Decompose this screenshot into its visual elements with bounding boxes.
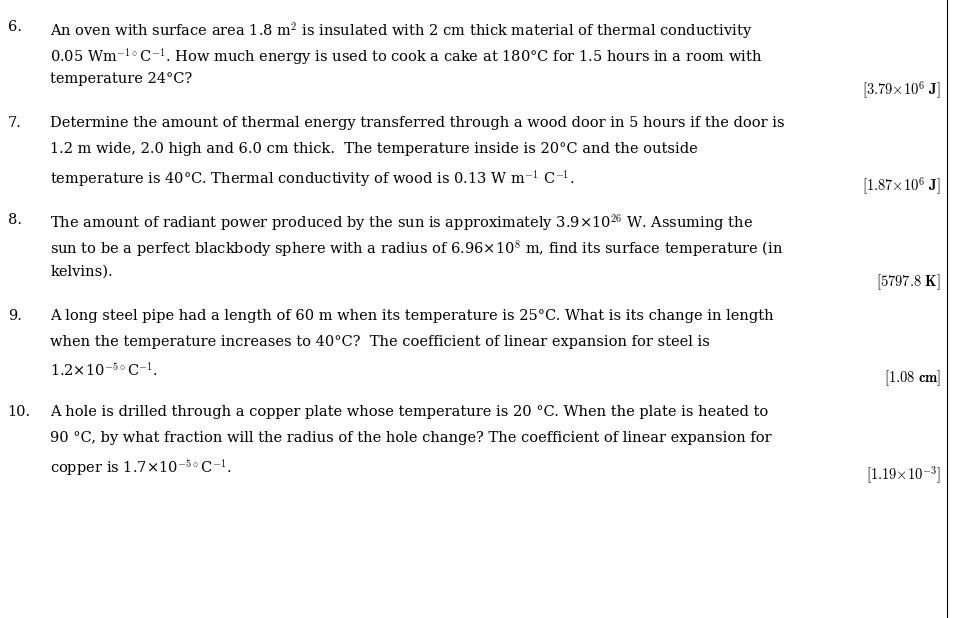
Text: $\mathbf{[1.19{\times}10^{-3}]}$: $\mathbf{[1.19{\times}10^{-3}]}$: [866, 465, 941, 486]
Text: temperature is 40°C. Thermal conductivity of wood is 0.13 W m$^{-1}$ C$^{-1}$.: temperature is 40°C. Thermal conductivit…: [50, 168, 574, 189]
Text: A long steel pipe had a length of 60 m when its temperature is 25°C. What is its: A long steel pipe had a length of 60 m w…: [50, 309, 774, 323]
Text: $\mathbf{[1.08\ cm]}$: $\mathbf{[1.08\ cm]}$: [884, 368, 941, 388]
Text: 6.: 6.: [8, 20, 22, 34]
Text: when the temperature increases to 40°C?  The coefficient of linear expansion for: when the temperature increases to 40°C? …: [50, 335, 710, 349]
Text: $\mathbf{[1.87{\times}10^6\ J]}$: $\mathbf{[1.87{\times}10^6\ J]}$: [862, 176, 941, 197]
Text: 7.: 7.: [8, 116, 21, 130]
Text: Determine the amount of thermal energy transferred through a wood door in 5 hour: Determine the amount of thermal energy t…: [50, 116, 785, 130]
Text: $\mathbf{[3.79{\times}10^6\ J]}$: $\mathbf{[3.79{\times}10^6\ J]}$: [862, 79, 941, 101]
Text: An oven with surface area 1.8 m$^2$ is insulated with 2 cm thick material of the: An oven with surface area 1.8 m$^2$ is i…: [50, 20, 753, 41]
Text: 0.05 Wm$^{-1\circ}$C$^{-1}$. How much energy is used to cook a cake at 180°C for: 0.05 Wm$^{-1\circ}$C$^{-1}$. How much en…: [50, 46, 762, 67]
Text: The amount of radiant power produced by the sun is approximately 3.9×10$^{26}$ W: The amount of radiant power produced by …: [50, 213, 753, 234]
Text: 1.2 m wide, 2.0 high and 6.0 cm thick.  The temperature inside is 20°C and the o: 1.2 m wide, 2.0 high and 6.0 cm thick. T…: [50, 142, 698, 156]
Text: copper is 1.7×10$^{-5\circ}$C$^{-1}$.: copper is 1.7×10$^{-5\circ}$C$^{-1}$.: [50, 457, 232, 478]
Text: kelvins).: kelvins).: [50, 265, 113, 279]
Text: A hole is drilled through a copper plate whose temperature is 20 °C. When the pl: A hole is drilled through a copper plate…: [50, 405, 768, 420]
Text: 9.: 9.: [8, 309, 21, 323]
Text: $\mathbf{[5797.8\ K]}$: $\mathbf{[5797.8\ K]}$: [876, 272, 941, 292]
Text: 10.: 10.: [8, 405, 31, 420]
Text: 90 °C, by what fraction will the radius of the hole change? The coefficient of l: 90 °C, by what fraction will the radius …: [50, 431, 772, 446]
Text: 1.2×10$^{-5\circ}$C$^{-1}$.: 1.2×10$^{-5\circ}$C$^{-1}$.: [50, 361, 158, 379]
Text: sun to be a perfect blackbody sphere with a radius of 6.96×10$^8$ m, find its su: sun to be a perfect blackbody sphere wit…: [50, 239, 784, 260]
Text: 8.: 8.: [8, 213, 22, 227]
Text: temperature 24°C?: temperature 24°C?: [50, 72, 192, 86]
